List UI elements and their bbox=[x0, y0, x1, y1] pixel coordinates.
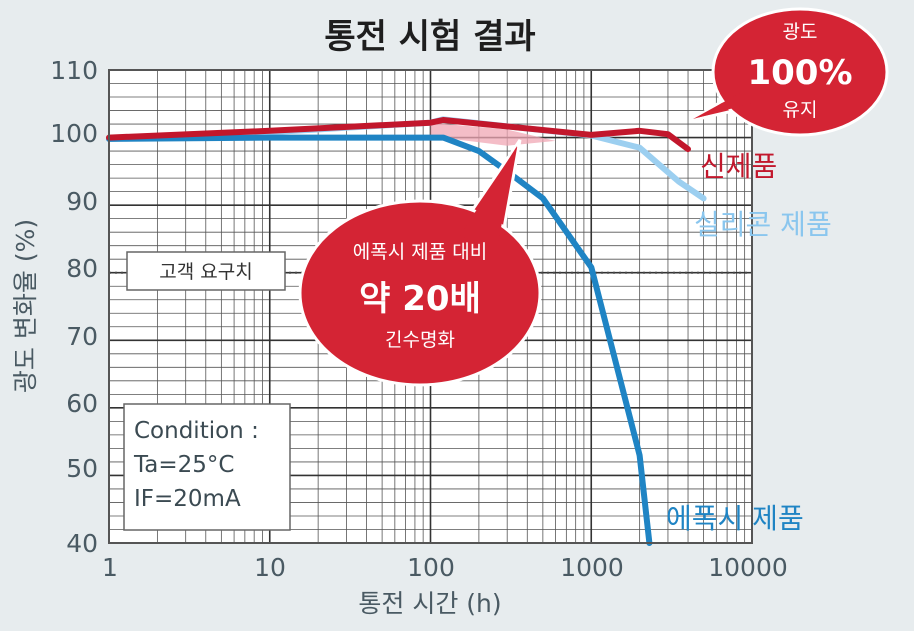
y-tick-labels: 40 50 60 70 80 90 100 110 bbox=[50, 56, 98, 558]
y-tick-label: 80 bbox=[66, 254, 98, 283]
improvement-shade bbox=[430, 122, 556, 146]
callout-line2: 약 20배 bbox=[359, 279, 481, 319]
customer-requirement-label: 고객 요구치 bbox=[159, 261, 252, 283]
callout-tail-fill bbox=[693, 92, 752, 119]
callout-line3: 긴수명화 bbox=[385, 329, 455, 351]
x-tick-label: 1000 bbox=[560, 553, 624, 582]
condition-current: IF=20mA bbox=[134, 486, 241, 512]
callout-luminance-maintained: 광도 100% 유지 bbox=[689, 7, 889, 137]
y-tick-label: 40 bbox=[66, 529, 98, 558]
callout-line2: 100% bbox=[747, 53, 852, 93]
series-line-epoxy bbox=[106, 134, 653, 546]
x-tick-label: 1 bbox=[102, 553, 118, 582]
y-tick-label: 90 bbox=[66, 187, 98, 216]
y-tick-label: 50 bbox=[66, 454, 98, 483]
y-axis-label: 광도 변화율 (%) bbox=[11, 219, 40, 393]
series-line-new-product bbox=[106, 117, 691, 153]
callout-bubble bbox=[711, 7, 889, 137]
series-label-new-product: 신제품 bbox=[700, 150, 777, 183]
callout-line1: 에폭시 제품 대비 bbox=[353, 241, 487, 263]
y-tick-label: 110 bbox=[50, 56, 98, 85]
y-tick-label: 100 bbox=[50, 119, 98, 148]
customer-requirement-box bbox=[126, 251, 286, 291]
series-label-epoxy: 에폭시 제품 bbox=[666, 502, 804, 535]
x-tick-label: 10 bbox=[254, 553, 286, 582]
series-label-silicone: 실리콘 제품 bbox=[694, 208, 832, 241]
x-axis-label: 통전 시간 (h) bbox=[358, 589, 501, 618]
x-tick-labels: 1 10 100 1000 10000 bbox=[102, 553, 788, 582]
x-tick-label: 10000 bbox=[708, 553, 788, 582]
callout-bubble bbox=[298, 199, 542, 387]
condition-title: Condition : bbox=[134, 418, 259, 444]
y-tick-label: 70 bbox=[66, 322, 98, 351]
callout-line3: 유지 bbox=[783, 99, 818, 121]
condition-temperature: Ta=25°C bbox=[133, 452, 234, 478]
y-tick-label: 60 bbox=[66, 389, 98, 418]
callout-lifetime: 에폭시 제품 대비 약 20배 긴수명화 bbox=[298, 139, 542, 387]
x-tick-label: 100 bbox=[407, 553, 455, 582]
callout-tail-fill bbox=[460, 146, 517, 248]
chart-title: 통전 시험 결과 bbox=[324, 17, 535, 57]
plot-border bbox=[108, 69, 753, 544]
condition-box bbox=[123, 403, 291, 531]
callout-line1: 광도 bbox=[783, 21, 818, 43]
